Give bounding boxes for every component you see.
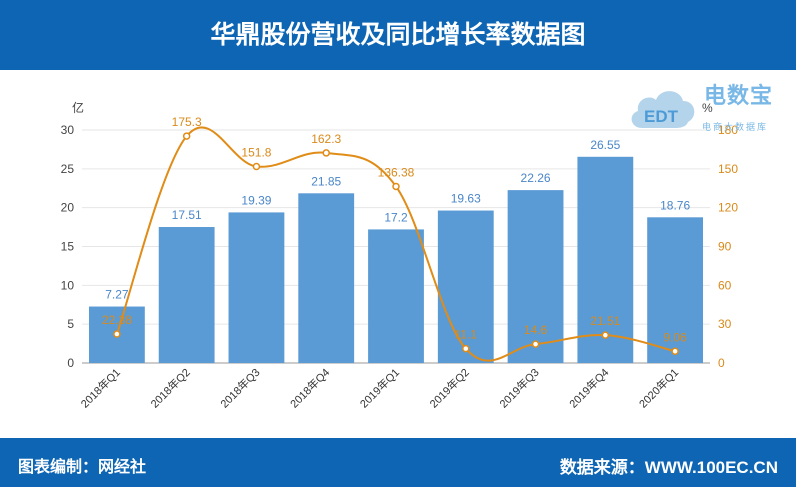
footer-source: 数据来源：WWW.100EC.CN xyxy=(559,458,778,477)
y-left-tick-label: 5 xyxy=(67,317,74,331)
bar-value-label: 19.63 xyxy=(451,192,481,206)
growth-line xyxy=(113,126,679,362)
line-value-label: 14.6 xyxy=(524,323,548,337)
y-right-tick-label: 90 xyxy=(718,240,732,254)
line-point xyxy=(671,347,679,356)
line-point xyxy=(392,182,400,191)
y-left-tick-label: 30 xyxy=(61,123,75,137)
y-right-tick-label: 30 xyxy=(718,317,732,331)
y-left-unit: 亿 xyxy=(72,100,84,115)
logo-subtext: 电商大数据库 xyxy=(702,123,769,133)
bar xyxy=(507,190,564,363)
bar xyxy=(228,212,285,363)
x-category-label: 2019年Q2 xyxy=(427,365,472,410)
line-value-label: 162.3 xyxy=(311,132,341,146)
logo-badge: EDT xyxy=(644,107,679,126)
line-value-label: 9.06 xyxy=(663,330,687,344)
line-point xyxy=(322,149,330,157)
line-value-label: 21.51 xyxy=(590,314,620,328)
line-value-label: 175.3 xyxy=(172,115,202,129)
x-category-label: 2019年Q1 xyxy=(357,365,402,410)
bar xyxy=(298,193,355,363)
chart-area: 7.27 17.51 19.39 21.85 17.2 19.63 22.26 26.55 18… xyxy=(61,100,739,411)
cloud-icon: EDT xyxy=(631,91,695,128)
line-value-label: 151.8 xyxy=(241,146,271,160)
bar-value-label: 17.51 xyxy=(172,208,202,222)
y-left-tick-label: 15 xyxy=(61,240,75,254)
y-left-tick-label: 20 xyxy=(61,201,75,215)
x-category-label: 2018年Q1 xyxy=(78,365,123,410)
chart-title: 华鼎股份营收及同比增长率数据图 xyxy=(0,0,796,70)
bar xyxy=(577,156,634,363)
y-right-unit: % xyxy=(702,101,713,115)
bar-value-label: 19.39 xyxy=(241,193,271,207)
bar-value-label: 18.76 xyxy=(660,198,690,212)
line-point xyxy=(182,132,191,140)
line-point xyxy=(113,330,121,338)
x-category-label: 2020年Q1 xyxy=(636,365,681,410)
line-value-label: 136.38 xyxy=(378,165,415,179)
footer: 图表编制：网经社 数据来源：WWW.100EC.CN xyxy=(0,438,796,487)
y-right-tick-label: 60 xyxy=(718,278,732,292)
bar-value-label: 17.2 xyxy=(384,210,408,224)
y-left-tick-label: 0 xyxy=(67,356,74,370)
bar-value-label: 21.85 xyxy=(311,174,341,188)
y-left-tick-label: 25 xyxy=(61,162,75,176)
line-value-label: 22.38 xyxy=(102,313,132,327)
bar-value-label: 22.26 xyxy=(521,171,551,185)
bar xyxy=(368,229,424,363)
bar xyxy=(647,217,704,363)
line-point xyxy=(252,162,261,171)
footer-credit: 图表编制：网经社 xyxy=(18,457,147,476)
x-category-label: 2018年Q2 xyxy=(147,365,192,410)
bar xyxy=(158,227,215,363)
x-category-label: 2019年Q4 xyxy=(566,365,611,410)
x-category-label: 2018年Q4 xyxy=(287,365,332,410)
logo-text: 电数宝 xyxy=(704,84,774,109)
revenue-bars xyxy=(88,156,704,363)
y-right-tick-label: 0 xyxy=(718,356,725,370)
x-category-label: 2019年Q3 xyxy=(496,365,541,410)
y-right-tick-label: 150 xyxy=(718,162,738,176)
line-value-label: 11.1 xyxy=(455,328,478,342)
line-point xyxy=(462,344,470,353)
line-point xyxy=(601,331,610,339)
watermark-logo: EDT 电数宝 电商大数据库 xyxy=(628,78,788,138)
line-point xyxy=(531,340,540,348)
y-right-tick-label: 120 xyxy=(718,201,738,215)
y-right-tick-label: 180 xyxy=(718,123,738,137)
bar xyxy=(437,210,494,363)
bar-value-label: 7.27 xyxy=(105,288,129,302)
bar-value-label: 26.55 xyxy=(590,138,620,152)
data-labels: 7.27 17.51 19.39 21.85 17.2 19.63 22.26 26.55 18… xyxy=(102,115,691,344)
x-category-label: 2018年Q3 xyxy=(217,365,262,410)
y-left-tick-label: 10 xyxy=(61,278,75,292)
